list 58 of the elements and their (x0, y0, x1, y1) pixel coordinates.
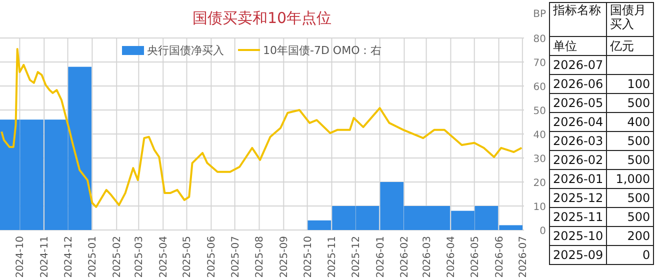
y2-tick-label: 50 (533, 106, 546, 117)
x-tick-label: 2026-03 (422, 236, 433, 278)
text: 100 (606, 74, 654, 94)
text: 2026-05 (550, 94, 607, 112)
x-tick-label: 2025-02 (112, 236, 124, 278)
text: 2025-12 (550, 188, 607, 208)
legend-label: 央行国债净买入 (147, 44, 224, 57)
x-tick-label: 2026-04 (446, 236, 458, 278)
x-tick-label: 2024-10 (15, 236, 26, 278)
x-tick-label: 2026-01 (375, 236, 386, 278)
y2-tick-label: 0 (540, 226, 546, 237)
x-tick-label: 2025-10 (302, 236, 314, 278)
text: 指标名称 (550, 2, 607, 36)
x-tick-label: 2026-06 (494, 236, 506, 278)
x-tick-label: 2025-07 (230, 236, 242, 278)
text: 亿元 (606, 36, 654, 56)
text: 400 (606, 112, 654, 132)
chart-title: 国债买卖和10年点位 (192, 9, 332, 27)
x-tick-label: 2026-05 (470, 236, 481, 278)
x-tick-label: 2026-07 (518, 236, 529, 278)
x-tick-label: 2024-11 (40, 236, 51, 278)
text: 2025-11 (550, 208, 607, 226)
x-tick-label: 2025-09 (279, 236, 290, 278)
x-tick-label: 2025-01 (88, 236, 99, 278)
text: 国债月买入 (606, 2, 654, 36)
x-tick-label: 2025-12 (350, 236, 362, 278)
y2-tick-label: 70 (533, 58, 546, 69)
text: 2026-03 (550, 132, 607, 150)
text: 单位 (550, 36, 607, 56)
text: 500 (606, 150, 654, 170)
text: 500 (606, 208, 654, 226)
text: 2026-01 (550, 170, 607, 188)
text: 500 (606, 94, 654, 112)
text: 2026-02 (550, 150, 607, 170)
x-tick-label: 2025-08 (254, 236, 266, 278)
text: 2026-07 (550, 56, 607, 74)
text: 2026-04 (550, 112, 607, 132)
legend-label: 10年国债-7D OMO：右 (263, 44, 382, 57)
x-tick-label: 2025-05 (182, 236, 194, 278)
x-tick-label: 2026-02 (400, 236, 411, 278)
x-tick-label: 2025-04 (158, 236, 170, 278)
text: 0 (606, 246, 654, 264)
y2-tick-label: 30 (533, 154, 546, 165)
y2-tick-label: 20 (533, 178, 546, 189)
x-tick-label: 2024-12 (63, 236, 74, 278)
text: 500 (606, 188, 654, 208)
text: 1,000 (606, 170, 654, 188)
x-tick-label: 2025-03 (134, 236, 146, 278)
y2-tick-label: 60 (533, 82, 546, 93)
x-tick-label: 2025-11 (327, 236, 338, 278)
y2-tick-label: 80 (533, 34, 546, 45)
x-tick-label: 2025-06 (206, 236, 218, 278)
text: 500 (606, 132, 654, 150)
text: 2026-06 (550, 74, 607, 94)
y2-axis-title: BP (533, 9, 546, 20)
y2-tick-label: 10 (533, 202, 546, 213)
text: 200 (606, 226, 654, 246)
y2-tick-label: 40 (533, 130, 546, 141)
